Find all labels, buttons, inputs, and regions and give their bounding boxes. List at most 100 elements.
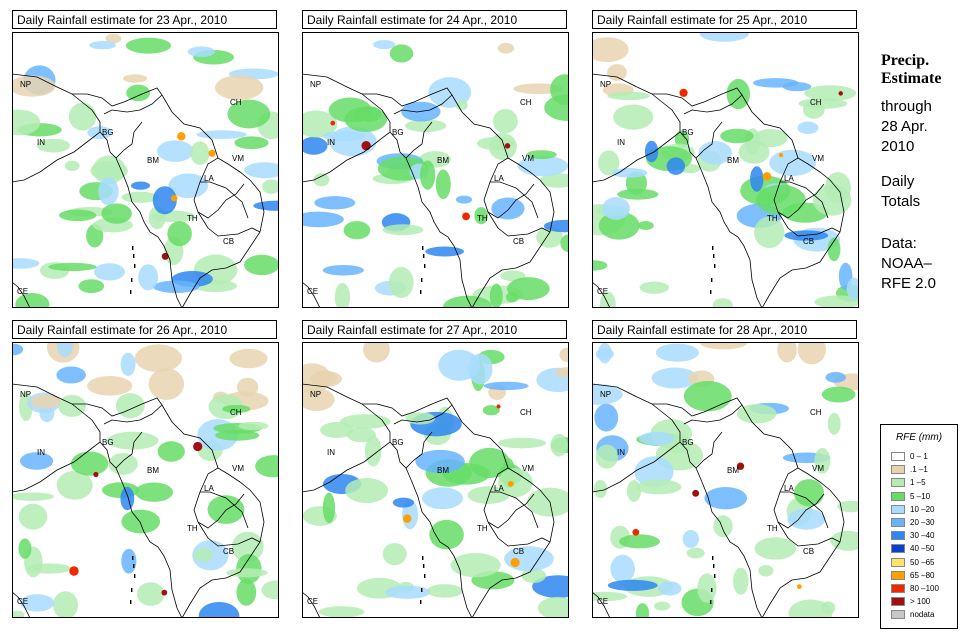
rain-cell [526, 150, 557, 160]
rain-cell-intense [778, 152, 784, 158]
country-label: VM [522, 464, 534, 473]
country-label: LA [494, 484, 504, 493]
rain-cell [385, 585, 431, 599]
border-line [761, 157, 845, 308]
legend-label: nodata [910, 610, 935, 620]
rain-cell [229, 348, 268, 369]
island [133, 254, 135, 258]
rain-cell [450, 553, 501, 578]
country-label: LA [784, 174, 794, 183]
country-label: BG [102, 438, 114, 447]
country-label: VM [812, 154, 824, 163]
country-borders [302, 383, 555, 618]
data-line2: NOAA– [881, 255, 932, 272]
island [424, 574, 426, 578]
rain-cell-intense [171, 194, 178, 202]
country-label: CE [307, 597, 318, 606]
country-label: CB [223, 547, 234, 556]
rain-cell [106, 431, 159, 450]
border-line [361, 93, 391, 132]
country-label: CB [513, 547, 524, 556]
rain-cell [750, 166, 764, 192]
rain-cell [121, 191, 159, 203]
rain-cell [713, 515, 733, 538]
rain-cell [639, 281, 670, 294]
rain-cell [526, 487, 569, 517]
rainfall-map: NP CH IN BG BM VM LA TH CB CE [592, 342, 859, 618]
border-line [200, 181, 249, 219]
border-line [487, 521, 551, 547]
rain-cell [498, 437, 547, 449]
rain-cell [56, 366, 86, 384]
country-label: TH [187, 214, 198, 223]
island [422, 556, 424, 560]
legend-swatch [891, 452, 905, 461]
rain-cell [837, 500, 859, 513]
rain-cell [365, 435, 382, 467]
rain-cell-intense [796, 584, 802, 589]
island [714, 264, 716, 268]
rain-cell [12, 343, 24, 356]
rain-cell [712, 298, 733, 308]
border-line [695, 467, 763, 618]
island [134, 264, 136, 268]
border-line [471, 467, 555, 618]
legend-label: .1 –1 [910, 465, 928, 475]
rain-cell [26, 563, 72, 574]
country-label: NP [310, 390, 321, 399]
country-label: LA [204, 484, 214, 493]
border-line [302, 591, 321, 618]
rain-cell [415, 449, 465, 473]
island [130, 290, 132, 294]
legend-label: 80 –100 [910, 584, 939, 593]
rain-cell [302, 363, 332, 394]
rain-cell [637, 221, 654, 230]
rain-cell [126, 84, 151, 102]
rainfall-map: NP CH IN BG BM VM LA TH CB CE [302, 32, 569, 308]
rain-cell [405, 412, 436, 425]
country-label: IN [37, 138, 45, 147]
rain-cell [720, 128, 754, 144]
rain-cell-intense [361, 141, 371, 151]
rain-cell [592, 384, 623, 405]
rain-cell [157, 441, 185, 462]
legend-swatch [891, 531, 905, 541]
rainfall-map-svg: NP CH IN BG BM VM LA TH CB CE [592, 32, 859, 308]
border-line [181, 467, 265, 618]
legend-swatch [891, 491, 905, 501]
rain-cell [560, 234, 569, 253]
island [132, 556, 134, 560]
country-label: CH [810, 98, 822, 107]
border-line [695, 157, 763, 308]
rain-cell [193, 548, 214, 562]
rain-cell [537, 596, 569, 618]
legend-label: 20 –30 [910, 518, 935, 527]
rain-cell [607, 579, 658, 591]
rain-cell [825, 372, 846, 383]
country-label: CE [597, 597, 608, 606]
border-line [490, 491, 539, 529]
rain-cell [187, 46, 216, 58]
country-label: NP [20, 80, 31, 89]
rain-cell [559, 347, 569, 363]
map-panel-6: Daily Rainfall estimate for 28 Apr., 201… [592, 320, 859, 618]
rain-cell [121, 548, 137, 574]
country-label: IN [37, 448, 45, 457]
map-frame [592, 32, 859, 308]
border-line [302, 431, 433, 493]
legend-label: 65 –80 [910, 570, 935, 580]
islands [420, 246, 426, 294]
border-line [777, 211, 841, 237]
rain-cell [550, 74, 569, 105]
border-line [200, 491, 249, 529]
island [131, 278, 133, 282]
rain-cell [421, 487, 463, 510]
rain-cell [787, 508, 826, 530]
rainfall-cells [12, 342, 279, 618]
rain-cell [683, 380, 732, 412]
country-label: IN [617, 448, 625, 457]
data-line3: RFE 2.0 [881, 275, 937, 292]
country-label: VM [232, 464, 244, 473]
rain-cell [87, 126, 113, 140]
rain-cell [517, 155, 569, 177]
